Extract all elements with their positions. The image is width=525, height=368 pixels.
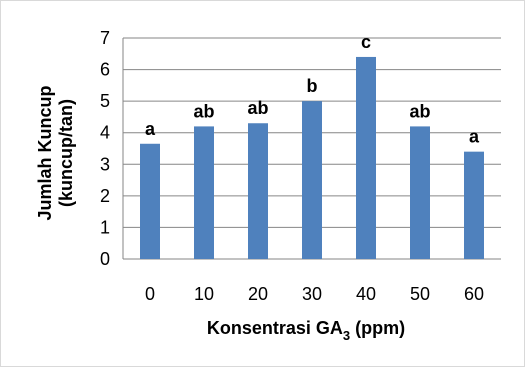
x-tick-label: 0 <box>145 284 155 304</box>
y-axis-title-line-2: (kuncup/tan) <box>56 99 76 207</box>
bar-30 <box>302 101 322 260</box>
bar-20 <box>248 123 268 259</box>
bar-label: b <box>307 76 318 96</box>
y-tick-label: 1 <box>100 217 110 237</box>
y-tick-label: 6 <box>100 60 110 80</box>
x-tick-label: 50 <box>410 284 430 304</box>
x-axis-title-subscript: 3 <box>343 328 350 343</box>
bar-label: a <box>145 119 156 139</box>
bar-40 <box>356 56 376 259</box>
x-axis-title-suffix: (ppm) <box>350 318 405 338</box>
y-tick-label: 2 <box>100 186 110 206</box>
bar-60 <box>464 151 484 259</box>
x-tick-labels: 0 10 20 30 40 50 60 <box>145 284 484 304</box>
x-tick-label: 10 <box>194 284 214 304</box>
x-tick-label: 30 <box>302 284 322 304</box>
bar-label: ab <box>193 101 214 121</box>
bar-label: ab <box>409 101 430 121</box>
x-axis-title-main: Konsentrasi GA <box>207 318 343 338</box>
x-tick-label: 60 <box>464 284 484 304</box>
bar-0 <box>140 143 160 259</box>
bars <box>140 56 484 260</box>
y-tick-label: 3 <box>100 154 110 174</box>
bar-label: c <box>361 32 371 52</box>
bar-label: a <box>469 127 480 147</box>
bar-labels: a ab ab b c ab a <box>145 32 480 147</box>
x-tick-label: 20 <box>248 284 268 304</box>
x-axis-title: Konsentrasi GA3 (ppm) <box>207 318 405 343</box>
y-tick-label: 5 <box>100 91 110 111</box>
y-tick-label: 7 <box>100 28 110 48</box>
y-tick-labels: 0 1 2 3 4 5 6 7 <box>100 28 110 269</box>
bar-50 <box>410 126 430 260</box>
y-tick-label: 4 <box>100 123 110 143</box>
bar-10 <box>194 126 214 260</box>
y-tick-label: 0 <box>100 249 110 269</box>
bar-label: ab <box>247 98 268 118</box>
x-tick-label: 40 <box>356 284 376 304</box>
y-axis-title-line-1: Jumlah Kuncup <box>35 85 55 220</box>
